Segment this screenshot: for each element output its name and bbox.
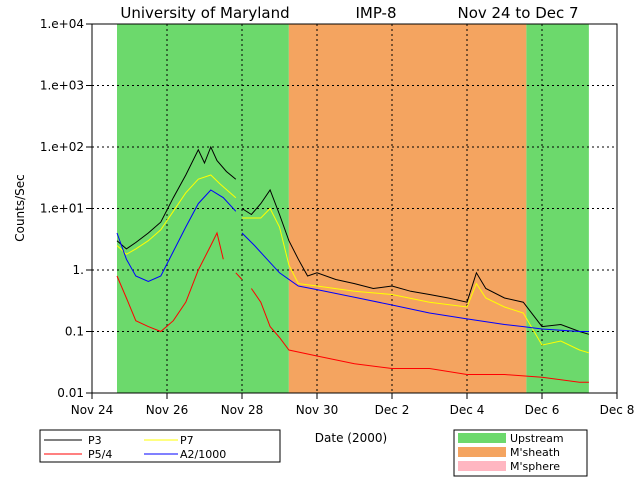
series-line-a2-1000-0 <box>116 189 237 283</box>
region-legend: Upstream M'sheath M'sphere <box>453 429 588 477</box>
series-line-p3-1 <box>241 188 590 335</box>
y-tick-label-1: 1.e+03 <box>40 79 84 93</box>
series-legend: P3 P7 P5/4 A2/1000 <box>39 429 281 463</box>
series-line-p5-4-1 <box>235 272 243 280</box>
series-line-p7-0 <box>116 174 237 255</box>
x-tick-label-5: Dec 4 <box>450 403 485 417</box>
chart-title-left: University of Maryland <box>120 4 289 22</box>
x-tick-label-3: Nov 30 <box>296 403 339 417</box>
x-tick-label-7: Dec 8 <box>600 403 635 417</box>
region-legend-label-msheath: M'sheath <box>510 446 560 459</box>
series-line-a2-1000-1 <box>241 232 589 332</box>
y-tick-label-0: 1.e+04 <box>40 17 84 31</box>
y-tick-label-3: 1.e+01 <box>40 202 84 216</box>
y-tick-label-2: 1.e+02 <box>40 140 84 154</box>
title-group: University of Maryland IMP-8 Nov 24 to D… <box>120 4 578 22</box>
chart-title-center: IMP-8 <box>355 4 396 22</box>
legend-label-a2: A2/1000 <box>180 448 226 461</box>
series-line-p5-4-0 <box>116 231 224 333</box>
series-line-p5-4-2 <box>250 288 589 383</box>
x-tick-label-2: Nov 28 <box>221 403 264 417</box>
x-tick-label-4: Dec 2 <box>375 403 410 417</box>
y-tick-label-6: 0.01 <box>57 386 84 400</box>
series-line-p7-1 <box>242 207 590 354</box>
region-legend-label-upstream: Upstream <box>510 432 564 445</box>
x-axis-ticks: Nov 24 Nov 26 Nov 28 Nov 30 Dec 2 Dec 4 Dec 6 D… <box>71 393 635 417</box>
region-legend-swatch-msheath <box>458 447 506 457</box>
y-tick-label-4: 1. <box>73 263 84 277</box>
region-legend-label-msphere: M'sphere <box>510 460 560 473</box>
y-axis-label: Counts/Sec <box>13 174 27 242</box>
legend-label-p54: P5/4 <box>88 448 112 461</box>
region-legend-swatch-msphere <box>458 461 506 471</box>
y-axis-ticks: 1.e+04 1.e+03 1.e+02 1.e+01 1. 0.1 0.01 <box>40 17 92 400</box>
x-tick-label-1: Nov 26 <box>146 403 189 417</box>
x-tick-label-0: Nov 24 <box>71 403 114 417</box>
x-axis-label: Date (2000) <box>315 431 387 445</box>
region-legend-swatch-upstream <box>458 433 506 443</box>
series-legend-box <box>39 429 281 463</box>
x-tick-label-6: Dec 6 <box>525 403 560 417</box>
legend-label-p7: P7 <box>180 434 194 447</box>
y-tick-label-5: 0.1 <box>65 325 84 339</box>
series-line-p3-0 <box>116 145 237 250</box>
chart-title-right: Nov 24 to Dec 7 <box>457 4 578 22</box>
grid-lines <box>92 24 617 393</box>
legend-label-p3: P3 <box>88 434 102 447</box>
series-lines <box>116 145 590 383</box>
